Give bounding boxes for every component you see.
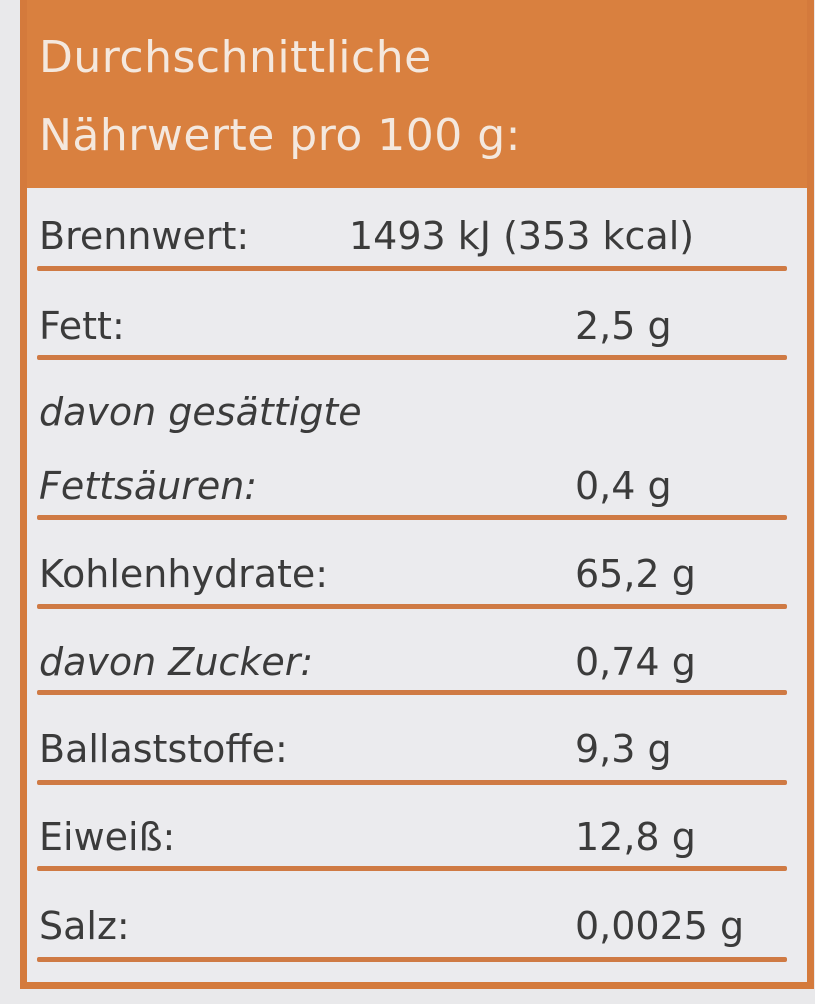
row-value-salt: 0,0025 g xyxy=(575,904,745,948)
row-divider xyxy=(37,515,787,520)
row-label-fat: Fett: xyxy=(39,304,125,348)
row-label-salt: Salz: xyxy=(39,904,130,948)
row-label-protein: Eiweiß: xyxy=(39,815,176,859)
row-label-fiber: Ballaststoffe: xyxy=(39,727,288,771)
row-value-sugar: 0,74 g xyxy=(575,640,696,684)
nutrition-label: Durchschnittliche Nährwerte pro 100 g: B… xyxy=(20,0,814,989)
row-label-saturated-line1: davon gesättigte xyxy=(39,390,362,434)
row-label-carbs: Kohlenhydrate: xyxy=(39,552,329,596)
row-value-protein: 12,8 g xyxy=(575,815,696,859)
row-divider xyxy=(37,866,787,871)
row-value-fat: 2,5 g xyxy=(575,304,672,348)
row-value-carbs: 65,2 g xyxy=(575,552,696,596)
label-header: Durchschnittliche Nährwerte pro 100 g: xyxy=(27,0,807,188)
row-label-energy: Brennwert: xyxy=(39,214,250,258)
row-divider xyxy=(37,266,787,271)
row-label-sugar: davon Zucker: xyxy=(39,640,314,684)
row-divider xyxy=(37,604,787,609)
row-value-fiber: 9,3 g xyxy=(575,727,672,771)
header-line-1: Durchschnittliche xyxy=(39,32,432,83)
row-divider xyxy=(37,957,787,962)
row-value-energy: 1493 kJ (353 kcal) xyxy=(349,214,695,258)
row-divider xyxy=(37,690,787,695)
row-divider xyxy=(37,355,787,360)
row-divider xyxy=(37,780,787,785)
row-label-saturated: Fettsäuren: xyxy=(39,464,258,508)
row-value-saturated: 0,4 g xyxy=(575,464,672,508)
header-line-2: Nährwerte pro 100 g: xyxy=(39,110,521,161)
